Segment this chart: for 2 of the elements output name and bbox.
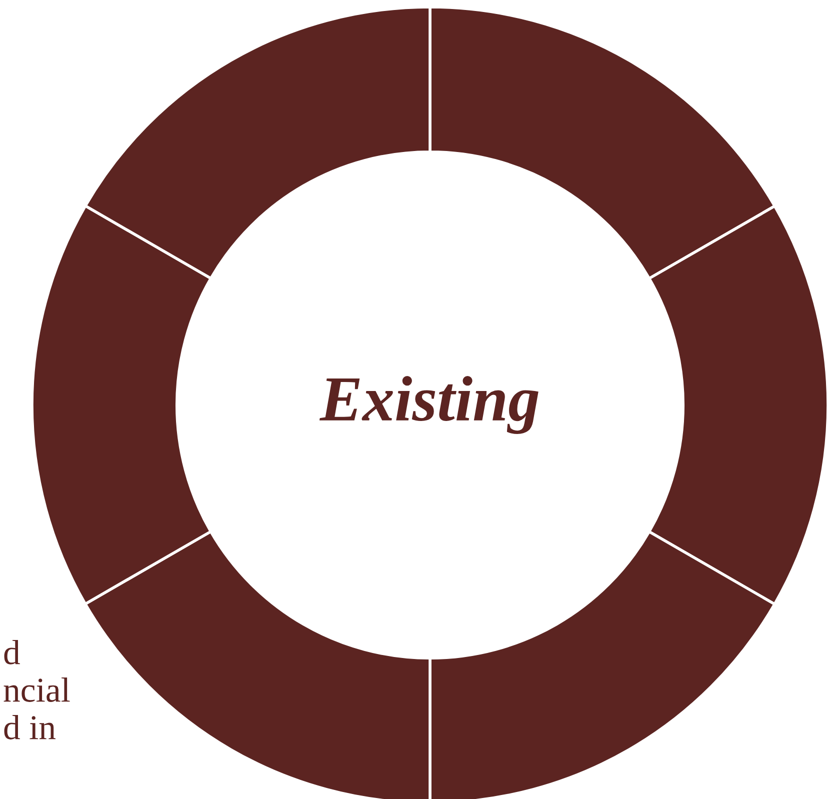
text: Existing	[319, 376, 538, 434]
text: d ncial d in	[4, 640, 70, 740]
